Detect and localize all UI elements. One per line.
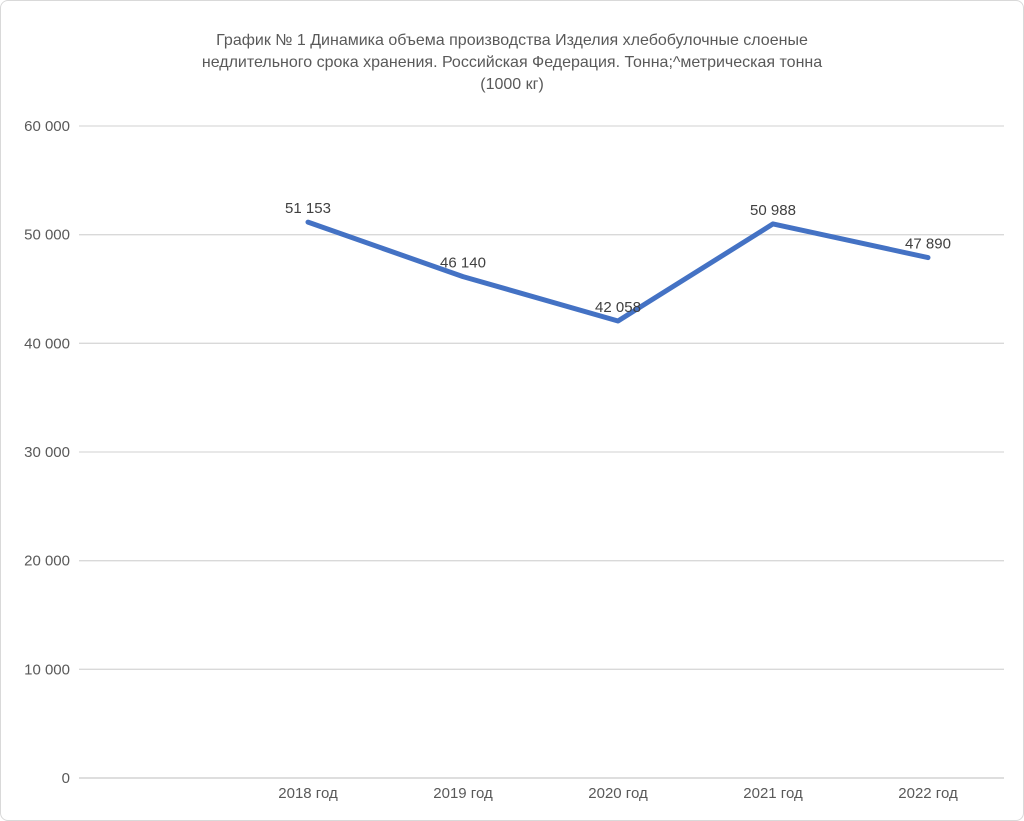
x-tick-label: 2022 год	[898, 785, 958, 802]
y-tick-label: 0	[62, 770, 70, 787]
data-label: 50 988	[750, 202, 796, 219]
chart-title-line-2: недлительного срока хранения. Российская…	[201, 54, 823, 71]
chart-title-line-3: (1000 кг)	[480, 76, 544, 93]
data-label: 46 140	[440, 255, 486, 272]
series-line	[305, 219, 931, 324]
data-label: 47 890	[905, 236, 951, 253]
data-label: 51 153	[285, 200, 331, 217]
x-tick-label: 2021 год	[743, 785, 803, 802]
y-tick-label: 10 000	[24, 661, 70, 678]
chart-title: График № 1 Динамика объема производства …	[1, 30, 1023, 96]
data-label: 42 058	[595, 299, 641, 316]
chart-title-line-1: График № 1 Динамика объема производства …	[216, 32, 808, 49]
y-tick-label: 60 000	[24, 118, 70, 135]
x-tick-label: 2020 год	[588, 785, 648, 802]
y-tick-label: 20 000	[24, 553, 70, 570]
x-tick-label: 2019 год	[433, 785, 493, 802]
y-tick-label: 50 000	[24, 227, 70, 244]
y-tick-label: 40 000	[24, 335, 70, 352]
x-tick-label: 2018 год	[278, 785, 338, 802]
y-tick-label: 30 000	[24, 444, 70, 461]
